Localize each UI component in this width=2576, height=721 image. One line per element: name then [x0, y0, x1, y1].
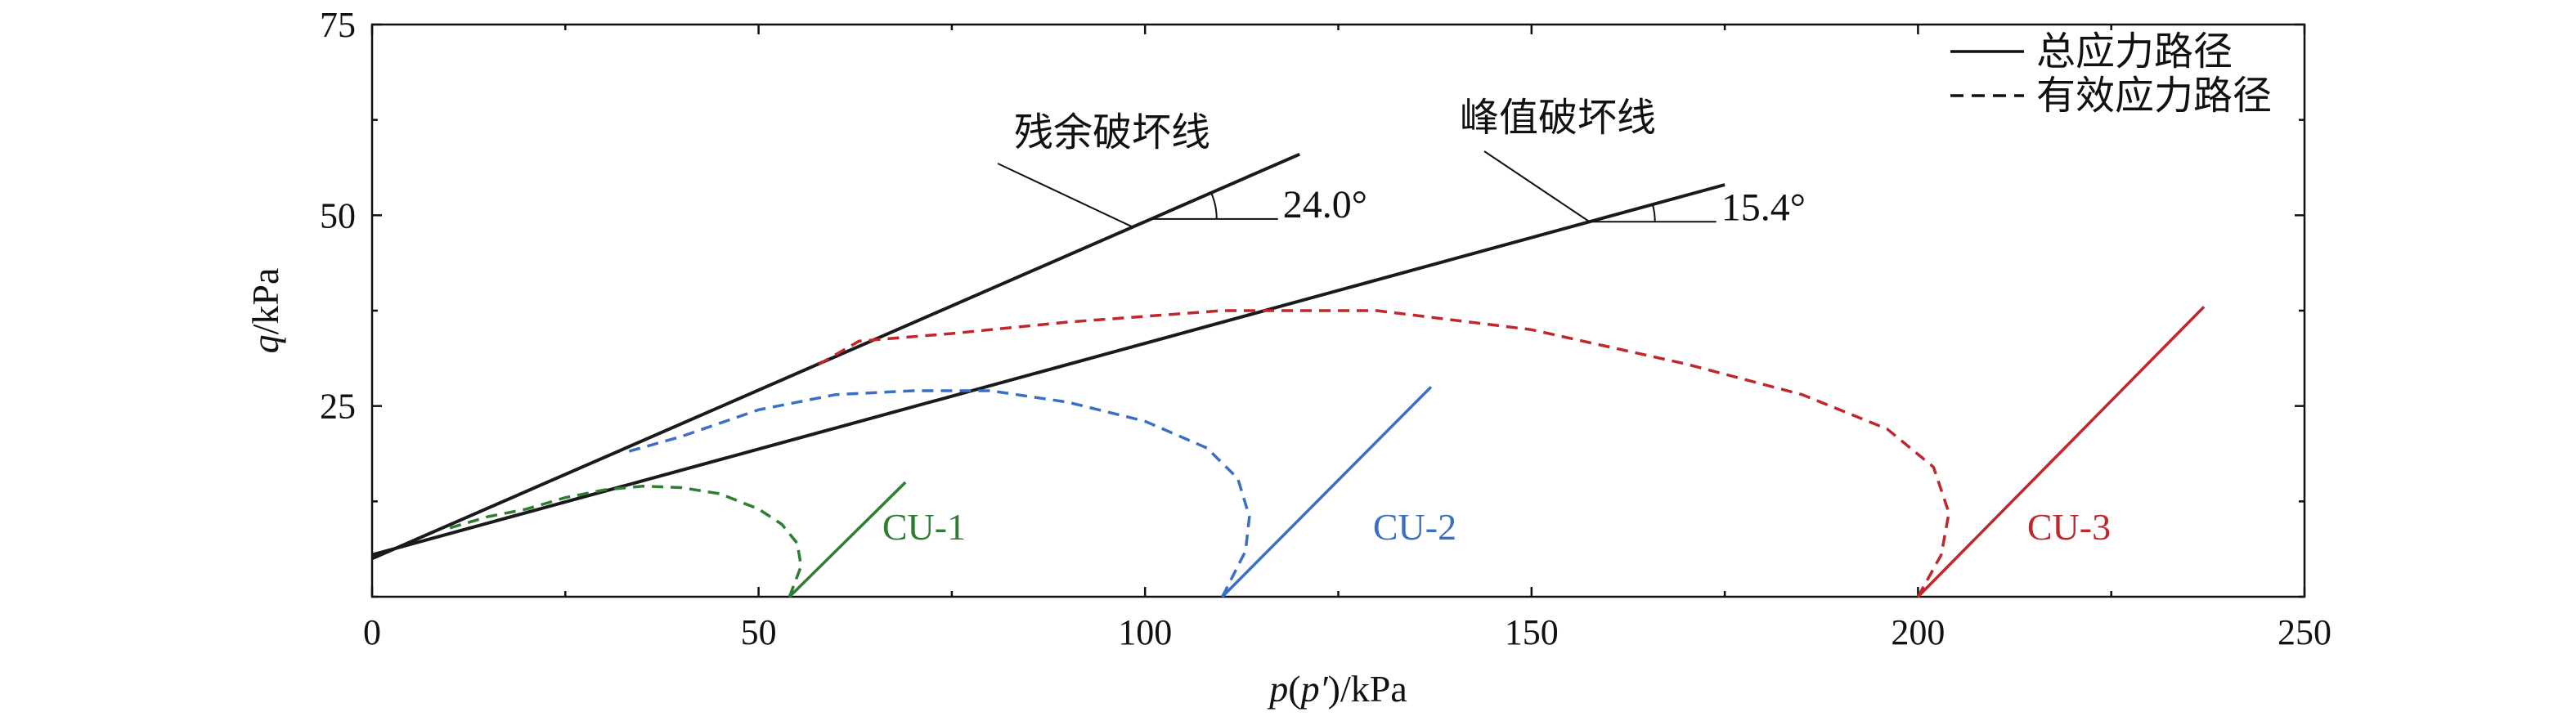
failure-line-label: 残余破坏线 — [1014, 111, 1210, 154]
x-tick-label: 150 — [1505, 612, 1559, 652]
axes: 0 50 100 150 200 250 25 50 75 p(p′)/kPa q/kPa — [245, 5, 2331, 710]
angle-label: 15.4° — [1721, 186, 1806, 229]
effective-stress-path — [626, 389, 1251, 598]
total-stress-path — [788, 481, 907, 598]
series-label: CU-1 — [882, 506, 966, 548]
total-stress-path — [1221, 386, 1433, 598]
effective-stress-path — [811, 309, 1950, 598]
effective-stress-path — [449, 484, 803, 598]
angle-arc — [1651, 204, 1656, 222]
x-tick-label: 50 — [741, 612, 777, 652]
y-tick-label: 25 — [320, 387, 356, 427]
legend-label: 总应力路径 — [2036, 30, 2233, 74]
failure-lines: 残余破坏线 24.0° 峰值破坏线 15.4° — [371, 96, 1806, 561]
x-tick-label: 250 — [2278, 612, 2331, 652]
x-axis-title: p(p′)/kPa — [1267, 668, 1407, 710]
x-tick-label: 200 — [1891, 612, 1945, 652]
x-tick-label: 100 — [1118, 612, 1172, 652]
failure-line-label: 峰值破坏线 — [1460, 96, 1656, 140]
failure-line — [371, 183, 1726, 557]
x-tick-label: 0 — [363, 612, 381, 652]
series-label: CU-2 — [1373, 506, 1456, 548]
y-axis-title: q/kPa — [245, 268, 286, 354]
total-stress-path — [1917, 306, 2206, 598]
angle-label: 24.0° — [1283, 183, 1367, 226]
failure-line — [371, 152, 1301, 561]
legend-label: 有效应力路径 — [2036, 74, 2272, 118]
failure-line-leader — [997, 163, 1133, 228]
failure-line-leader — [1483, 150, 1591, 223]
y-tick-label: 50 — [320, 195, 356, 235]
y-tick-label: 75 — [320, 5, 356, 45]
series: CU-1 CU-2 CU-3 — [449, 306, 2206, 598]
angle-arc — [1210, 192, 1218, 219]
series-label: CU-3 — [2027, 506, 2111, 548]
